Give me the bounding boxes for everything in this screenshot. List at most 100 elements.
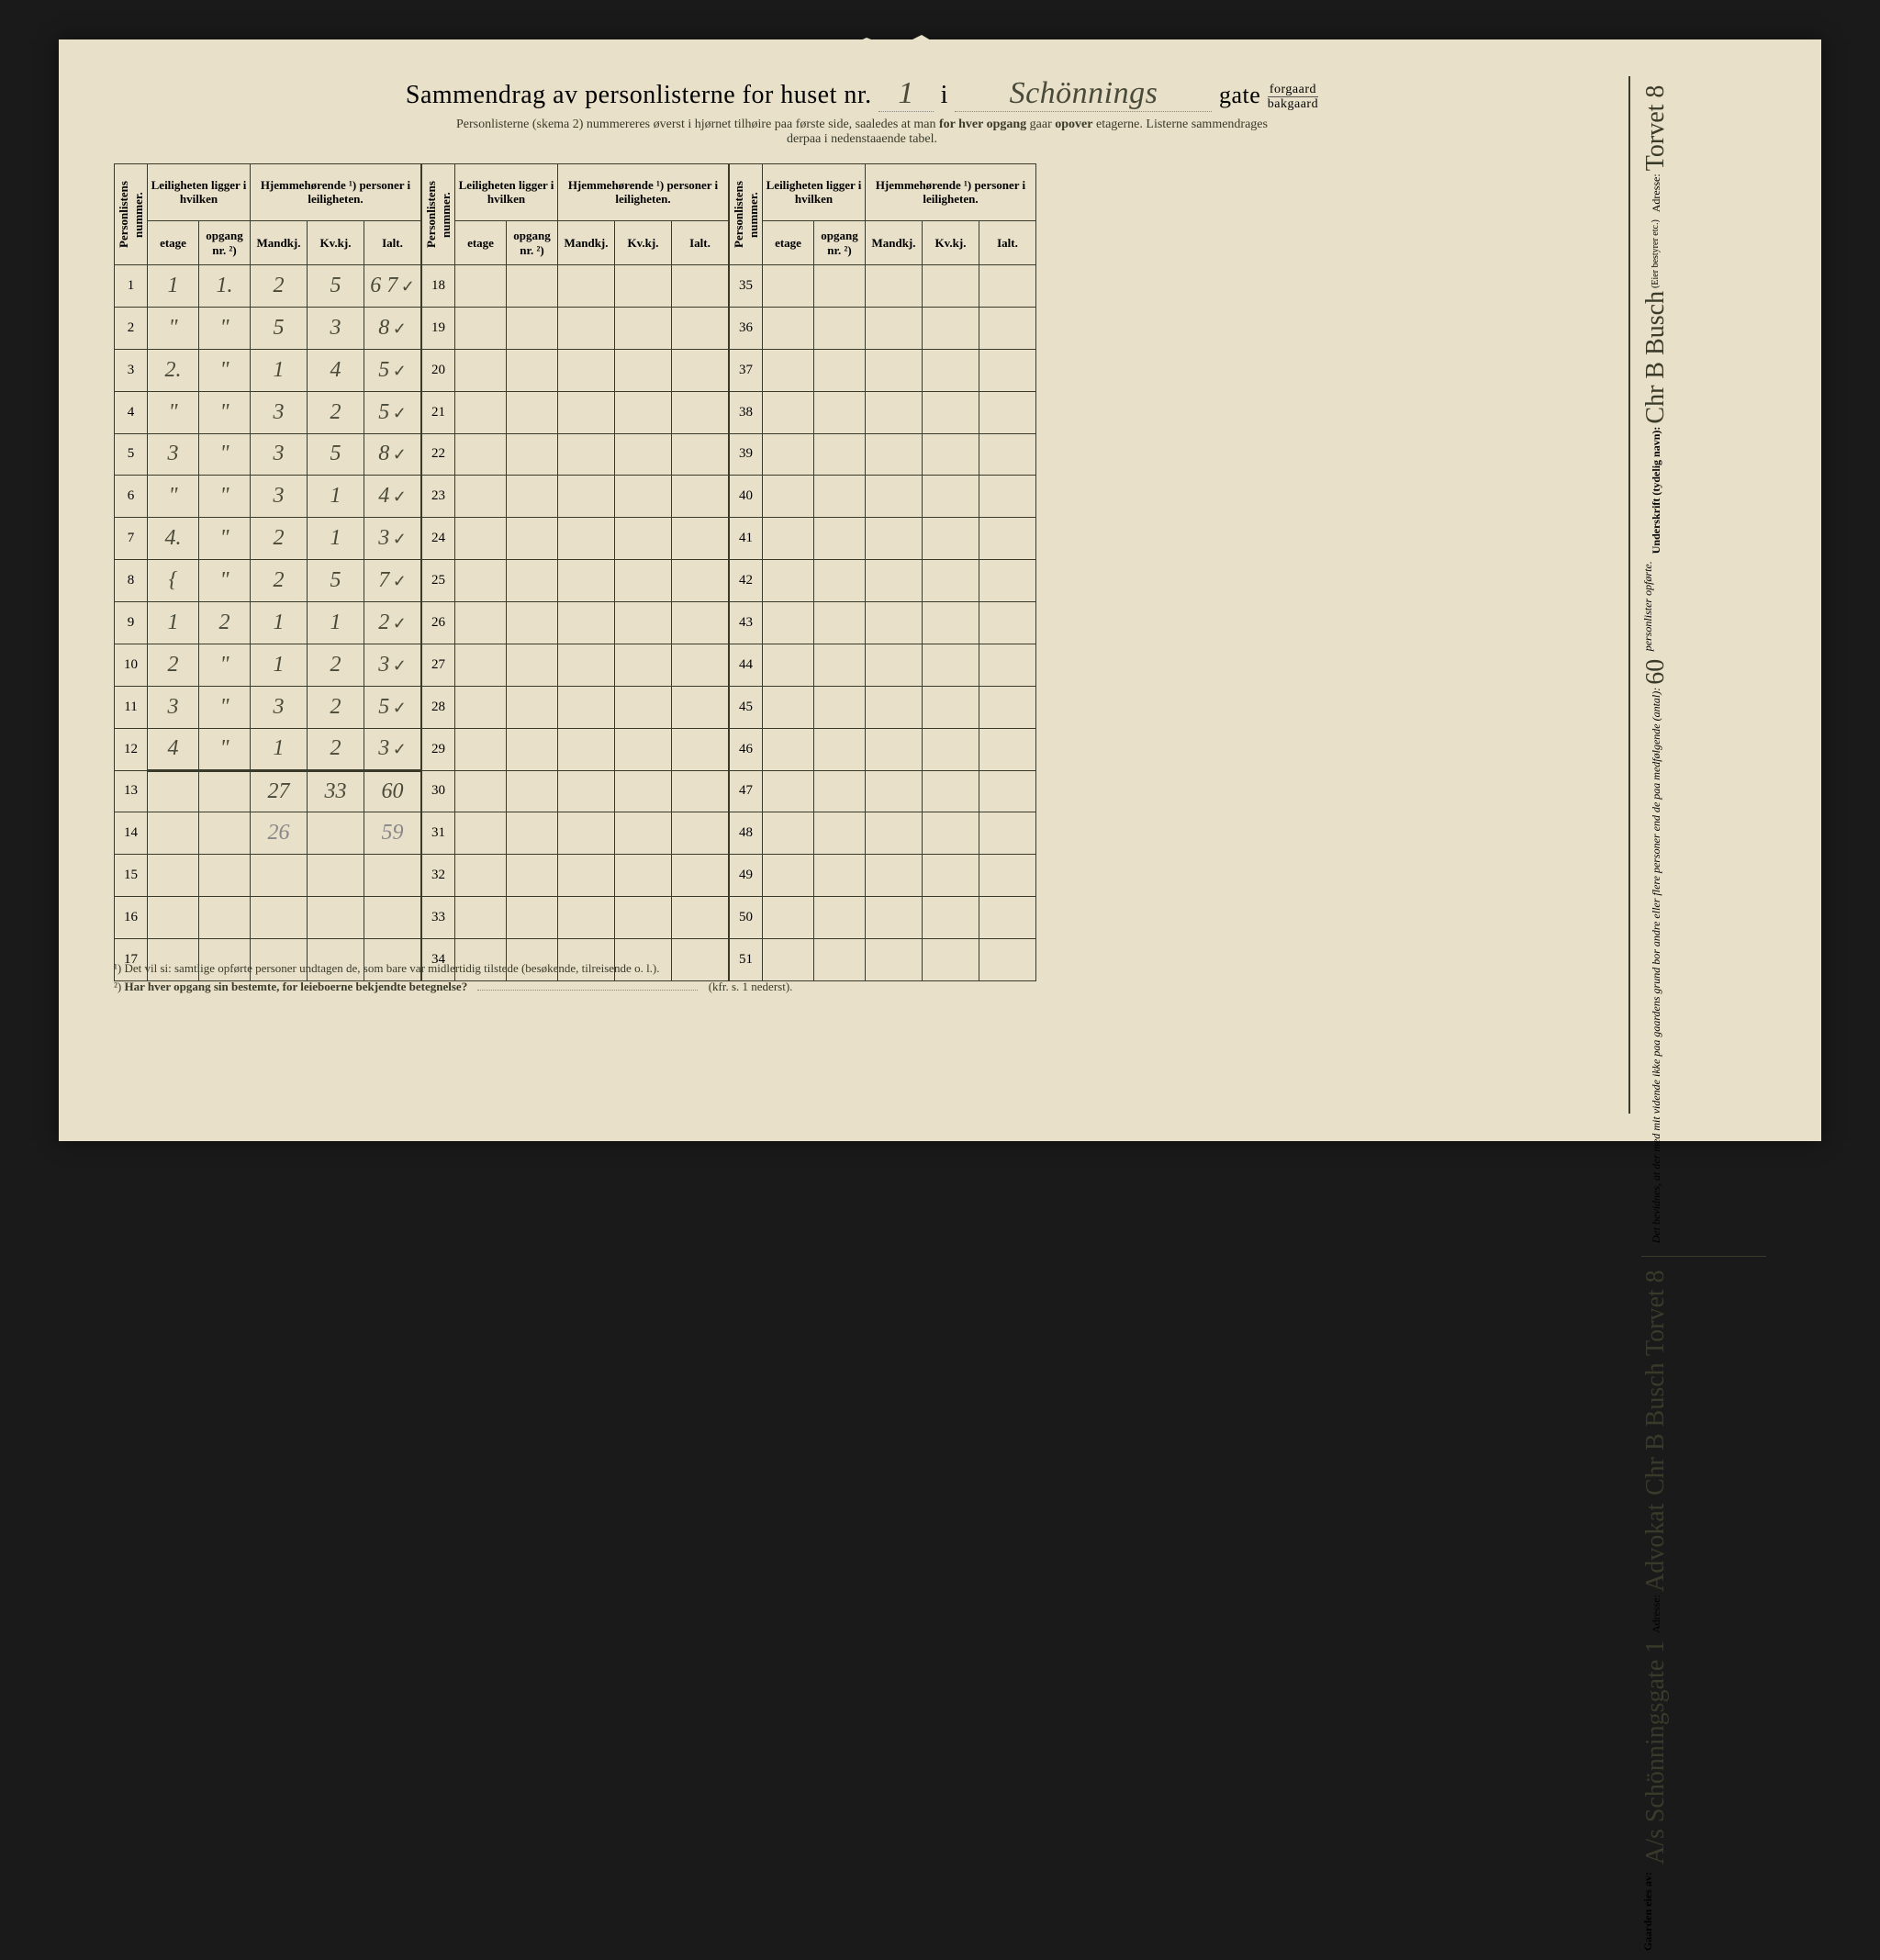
- cell-etage: [763, 433, 814, 476]
- cell-opgang: [507, 560, 558, 602]
- th-opgang: opgang nr. ²): [199, 221, 251, 265]
- row-number: 22: [422, 433, 455, 476]
- cell-mandkj: [558, 349, 615, 391]
- row-number: 43: [730, 602, 763, 644]
- cell-etage: [763, 307, 814, 349]
- check-icon: ✓: [401, 277, 415, 296]
- cell-mandkj: 3: [251, 686, 308, 728]
- cell-etage: [455, 812, 507, 855]
- table-row: 32."145 ✓: [115, 349, 421, 391]
- table-row: 24: [422, 518, 729, 560]
- cell-kvkj: [923, 602, 979, 644]
- th-mandkj: Mandkj.: [866, 221, 923, 265]
- cell-ialt: 6 7 ✓: [364, 265, 421, 308]
- cell-mandkj: [866, 476, 923, 518]
- cell-opgang: 1.: [199, 265, 251, 308]
- table-row: 29: [422, 728, 729, 770]
- th-ialt: Ialt.: [979, 221, 1036, 265]
- cell-kvkj: [615, 518, 672, 560]
- check-icon: ✓: [393, 530, 407, 548]
- th-hjemmehorende: Hjemmehørende ¹) personer i leiligheten.: [558, 164, 729, 221]
- cell-ialt: [672, 939, 729, 981]
- signature: Chr B Busch: [1641, 291, 1670, 424]
- check-icon: ✓: [393, 572, 407, 590]
- cell-ialt: 3 ✓: [364, 644, 421, 686]
- cell-etage: 2: [148, 644, 199, 686]
- cell-mandkj: [558, 812, 615, 855]
- cell-kvkj: [923, 644, 979, 686]
- cell-kvkj: [615, 476, 672, 518]
- row-number: 47: [730, 770, 763, 812]
- table-row: 44: [730, 644, 1036, 686]
- table-row: 4""325 ✓: [115, 391, 421, 433]
- cell-ialt: [672, 518, 729, 560]
- cell-opgang: [814, 560, 866, 602]
- cell-opgang: ": [199, 686, 251, 728]
- cell-etage: [455, 560, 507, 602]
- cell-mandkj: [866, 602, 923, 644]
- cell-opgang: ": [199, 728, 251, 770]
- cell-opgang: [814, 391, 866, 433]
- cell-ialt: [672, 307, 729, 349]
- cell-opgang: [507, 391, 558, 433]
- cell-ialt: 5 ✓: [364, 686, 421, 728]
- cell-ialt: [979, 602, 1036, 644]
- cell-kvkj: [615, 897, 672, 939]
- cell-kvkj: [615, 265, 672, 308]
- row-number: 46: [730, 728, 763, 770]
- row-number: 29: [422, 728, 455, 770]
- cell-ialt: [672, 855, 729, 897]
- cell-opgang: [814, 939, 866, 981]
- th-ialt: Ialt.: [672, 221, 729, 265]
- check-icon: ✓: [393, 319, 407, 338]
- cell-etage: 1: [148, 265, 199, 308]
- cell-kvkj: [615, 307, 672, 349]
- row-number: 27: [422, 644, 455, 686]
- cell-ialt: [672, 644, 729, 686]
- cell-etage: ": [148, 391, 199, 433]
- table-row: 142659: [115, 812, 421, 855]
- row-number: 20: [422, 349, 455, 391]
- cell-kvkj: [923, 897, 979, 939]
- title-mid: i: [941, 81, 948, 109]
- table-row: 74."213 ✓: [115, 518, 421, 560]
- fn2-blank: [477, 990, 698, 991]
- row-number: 48: [730, 812, 763, 855]
- cell-mandkj: [558, 728, 615, 770]
- row-number: 10: [115, 644, 148, 686]
- cell-ialt: [672, 265, 729, 308]
- cell-etage: 1: [148, 602, 199, 644]
- house-number: 1: [878, 76, 934, 112]
- cell-ialt: 2 ✓: [364, 602, 421, 644]
- cell-etage: ": [148, 307, 199, 349]
- row-number: 42: [730, 560, 763, 602]
- cell-etage: 3: [148, 433, 199, 476]
- cell-mandkj: [558, 518, 615, 560]
- cell-opgang: [814, 518, 866, 560]
- th-leiligheten: Leiligheten ligger i hvilken: [455, 164, 558, 221]
- row-number: 19: [422, 307, 455, 349]
- cell-opgang: [199, 897, 251, 939]
- cell-ialt: 3 ✓: [364, 728, 421, 770]
- cell-ialt: [672, 391, 729, 433]
- gaarden-eies-label: Gaarden eies av:: [1641, 1872, 1766, 1951]
- cell-opgang: [507, 433, 558, 476]
- table-row: 50: [730, 897, 1036, 939]
- cell-opgang: [814, 812, 866, 855]
- th-hjemmehorende: Hjemmehørende ¹) personer i leiligheten.: [866, 164, 1036, 221]
- cell-ialt: [672, 560, 729, 602]
- cell-kvkj: 4: [308, 349, 364, 391]
- cell-mandkj: [866, 433, 923, 476]
- table-row: 113"325 ✓: [115, 686, 421, 728]
- owner-adresse-line: Adresse: Advokat: [1641, 1504, 1766, 1633]
- cell-opgang: [814, 644, 866, 686]
- census-table-1: Personlistens nummer. Leiligheten ligger…: [114, 163, 421, 981]
- table-row: 27: [422, 644, 729, 686]
- cell-opgang: [507, 602, 558, 644]
- table-row: 6""314 ✓: [115, 476, 421, 518]
- row-number: 14: [115, 812, 148, 855]
- th-ialt: Ialt.: [364, 221, 421, 265]
- cell-ialt: [672, 812, 729, 855]
- table-row: 35: [730, 265, 1036, 308]
- owner-name2: Chr B Busch: [1641, 1363, 1766, 1496]
